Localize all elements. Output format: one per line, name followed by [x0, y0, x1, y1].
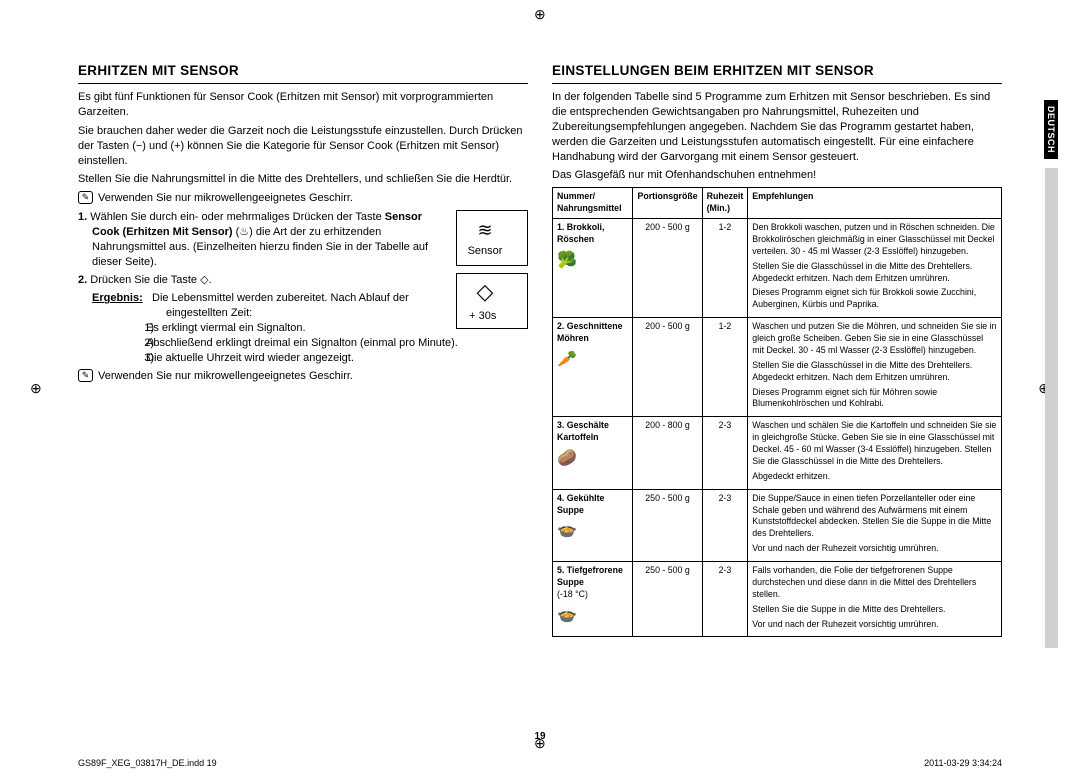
footer: GS89F_XEG_03817H_DE.indd 19 2011-03-29 3… — [78, 758, 1002, 768]
sub-2: 2)Abschließend erklingt dreimal ein Sign… — [142, 336, 528, 351]
right-column: EINSTELLUNGEN BEIM ERHITZEN MIT SENSOR I… — [552, 62, 1002, 637]
rec-paragraph: Waschen und putzen Sie die Möhren, und s… — [752, 321, 997, 357]
note-1: ✎ Verwenden Sie nur mikrowellengeeignete… — [78, 191, 528, 206]
step1-pre: Wählen Sie durch ein- oder mehrmaliges D… — [90, 211, 385, 223]
step-1: ≋ Sensor 1. Wählen Sie durch ein- oder m… — [78, 210, 528, 269]
th-rec: Empfehlungen — [748, 188, 1002, 219]
cell-rec: Waschen und schälen Sie die Kartoffeln u… — [748, 417, 1002, 489]
note-2-text: Verwenden Sie nur mikrowellengeeignetes … — [98, 369, 353, 384]
sub-2-text: Abschließend erklingt dreimal ein Signal… — [160, 336, 458, 351]
footer-stamp: 2011-03-29 3:34:24 — [924, 758, 1002, 768]
note-1-text: Verwenden Sie nur mikrowellengeeignetes … — [98, 191, 353, 206]
rec-paragraph: Stellen Sie die Suppe in die Mitte des D… — [752, 604, 997, 616]
result-line1: Die Lebensmittel werden zubereitet. Nach… — [166, 291, 448, 321]
page-number: 19 — [0, 731, 1080, 742]
cell-rest: 1-2 — [702, 318, 748, 417]
table-row: 5. Tiefgefrorene Suppe(-18 °C)🍲250 - 500… — [553, 562, 1002, 637]
cell-rec: Waschen und putzen Sie die Möhren, und s… — [748, 318, 1002, 417]
table-row: 2. Geschnittene Möhren🥕200 - 500 g1-2Was… — [553, 318, 1002, 417]
plus30s-label: + 30s — [483, 309, 501, 324]
sub-1: 1)Es erklingt viermal ein Signalton. — [142, 321, 448, 336]
rec-paragraph: Falls vorhanden, die Folie der tiefgefro… — [752, 565, 997, 601]
cell-food: 4. Gekühlte Suppe🍲 — [553, 489, 633, 561]
food-icon: 🥦 — [557, 250, 628, 272]
rec-paragraph: Die Suppe/Sauce in einen tiefen Porzella… — [752, 493, 997, 541]
rec-paragraph: Waschen und schälen Sie die Kartoffeln u… — [752, 420, 997, 468]
table-row: 1. Brokkoli, Röschen🥦200 - 500 g1-2Den B… — [553, 219, 1002, 318]
left-p1: Es gibt fünf Funktionen für Sensor Cook … — [78, 90, 528, 120]
cell-rest: 2-3 — [702, 489, 748, 561]
steam-icon: ♨ — [239, 226, 249, 238]
step-2: ◇ + 30s 2. Drücken Sie die Taste ◇. Erge… — [78, 273, 528, 366]
left-heading: ERHITZEN MIT SENSOR — [78, 62, 528, 84]
sensor-table: Nummer/Nahrungsmittel Portionsgröße Ruhe… — [552, 187, 1002, 637]
right-p2: Das Glasgefäß nur mit Ofenhandschuhen en… — [552, 168, 1002, 183]
th-rest: Ruhezeit(Min.) — [702, 188, 748, 219]
cell-rest: 1-2 — [702, 219, 748, 318]
note-icon: ✎ — [78, 191, 93, 204]
food-icon: 🥔 — [557, 448, 628, 470]
sensor-wave-icon: ≋ — [491, 218, 492, 242]
left-column: ERHITZEN MIT SENSOR Es gibt fünf Funktio… — [78, 62, 528, 637]
right-heading: EINSTELLUNGEN BEIM ERHITZEN MIT SENSOR — [552, 62, 1002, 84]
right-p1: In der folgenden Tabelle sind 5 Programm… — [552, 90, 1002, 164]
cell-rec: Die Suppe/Sauce in einen tiefen Porzella… — [748, 489, 1002, 561]
sub-1-text: Es erklingt viermal ein Signalton. — [160, 321, 306, 336]
rec-paragraph: Vor und nach der Ruhezeit vorsichtig umr… — [752, 619, 997, 631]
rec-paragraph: Den Brokkoli waschen, putzen und in Rösc… — [752, 222, 997, 258]
cell-food: 3. Geschälte Kartoffeln🥔 — [553, 417, 633, 489]
rec-paragraph: Stellen Sie die Glasschüssel in die Mitt… — [752, 360, 997, 384]
side-tab-gray — [1045, 168, 1058, 648]
cell-food: 5. Tiefgefrorene Suppe(-18 °C)🍲 — [553, 562, 633, 637]
step2-text: Drücken Sie die Taste — [90, 274, 200, 286]
food-icon: 🍲 — [557, 520, 628, 542]
start-button-box: ◇ + 30s — [456, 273, 528, 329]
sensor-box-label: Sensor — [482, 244, 503, 259]
th-portion: Portionsgröße — [633, 188, 702, 219]
sub-3-text: Die aktuelle Uhrzeit wird wieder angezei… — [160, 351, 354, 366]
crop-mark-top: ⊕ — [534, 6, 546, 23]
rec-paragraph: Stellen Sie die Glasschüssel in die Mitt… — [752, 261, 997, 285]
diamond-inline-icon: ◇ — [200, 274, 208, 286]
cell-portion: 200 - 500 g — [633, 318, 702, 417]
cell-rest: 2-3 — [702, 417, 748, 489]
rec-paragraph: Abgedeckt erhitzen. — [752, 471, 997, 483]
cell-rec: Falls vorhanden, die Folie der tiefgefro… — [748, 562, 1002, 637]
th-food: Nummer/Nahrungsmittel — [553, 188, 633, 219]
cell-rec: Den Brokkoli waschen, putzen und in Rösc… — [748, 219, 1002, 318]
cell-portion: 200 - 800 g — [633, 417, 702, 489]
cell-portion: 200 - 500 g — [633, 219, 702, 318]
food-icon: 🥕 — [557, 349, 628, 371]
page-content: ERHITZEN MIT SENSOR Es gibt fünf Funktio… — [78, 62, 1002, 637]
sub-3: 3)Die aktuelle Uhrzeit wird wieder angez… — [142, 351, 528, 366]
cell-portion: 250 - 500 g — [633, 562, 702, 637]
footer-file: GS89F_XEG_03817H_DE.indd 19 — [78, 758, 217, 768]
left-p2: Sie brauchen daher weder die Garzeit noc… — [78, 124, 528, 169]
note-icon: ✎ — [78, 369, 93, 382]
cell-rest: 2-3 — [702, 562, 748, 637]
table-row: 4. Gekühlte Suppe🍲250 - 500 g2-3Die Supp… — [553, 489, 1002, 561]
rec-paragraph: Dieses Programm eignet sich für Möhren s… — [752, 387, 997, 411]
cell-food: 2. Geschnittene Möhren🥕 — [553, 318, 633, 417]
cell-food: 1. Brokkoli, Röschen🥦 — [553, 219, 633, 318]
cell-portion: 250 - 500 g — [633, 489, 702, 561]
diamond-icon: ◇ — [491, 277, 494, 307]
note-2: ✎ Verwenden Sie nur mikrowellengeeignete… — [78, 369, 528, 384]
sensor-button-box: ≋ Sensor — [456, 210, 528, 266]
rec-paragraph: Vor und nach der Ruhezeit vorsichtig umr… — [752, 543, 997, 555]
food-icon: 🍲 — [557, 605, 628, 627]
crop-mark-left: ⊕ — [30, 380, 42, 397]
table-row: 3. Geschälte Kartoffeln🥔200 - 800 g2-3Wa… — [553, 417, 1002, 489]
rec-paragraph: Dieses Programm eignet sich für Brokkoli… — [752, 287, 997, 311]
left-p3: Stellen Sie die Nahrungsmittel in die Mi… — [78, 172, 528, 187]
language-tab: DEUTSCH — [1044, 100, 1058, 159]
